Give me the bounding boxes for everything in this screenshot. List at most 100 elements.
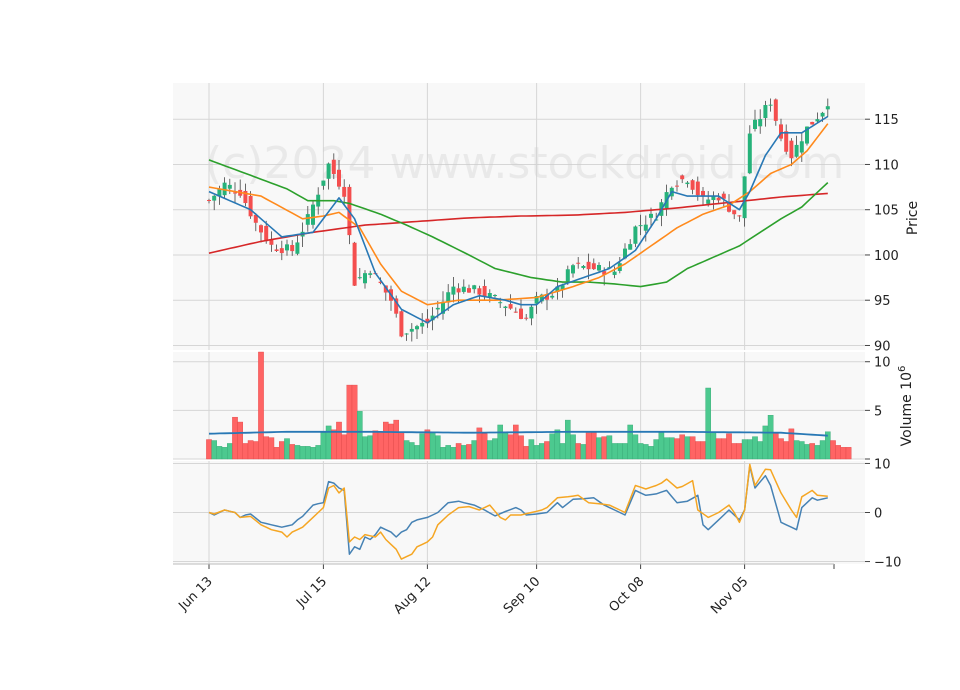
volume-bar <box>606 435 613 460</box>
candle-body <box>747 133 752 174</box>
indicator-lines <box>208 115 829 560</box>
volume-bar <box>736 443 743 460</box>
candle-body <box>773 99 778 121</box>
candle-body <box>233 192 237 194</box>
candle-body <box>597 265 601 271</box>
volume-bar <box>778 438 784 460</box>
candle-body <box>649 213 653 218</box>
y-tick-label: −10 <box>874 556 901 571</box>
volume-bar <box>211 440 218 460</box>
volume-bar <box>601 436 607 460</box>
volume-bar <box>622 443 628 460</box>
volume-bar <box>611 443 618 460</box>
volume-bar <box>585 431 592 460</box>
candle-body <box>415 326 419 330</box>
candle-body <box>472 285 477 290</box>
volume-bar <box>773 432 779 460</box>
candle-body <box>690 180 695 190</box>
candle-body <box>612 271 617 275</box>
volume-bar <box>226 443 233 460</box>
volume-bar <box>549 433 555 460</box>
volume-bar <box>819 440 826 460</box>
candle-body <box>565 269 570 282</box>
candle-body <box>404 333 409 335</box>
candle-body <box>217 188 222 197</box>
volume-bar <box>643 444 649 460</box>
y-tick-label: 5 <box>874 404 882 419</box>
volume-bar <box>721 438 727 460</box>
volume-bar <box>762 425 769 460</box>
candle-body <box>321 180 326 186</box>
volume-bar <box>658 432 665 460</box>
volume-bar <box>627 424 633 460</box>
volume-bar <box>663 437 670 460</box>
candle-body <box>742 176 747 219</box>
candle-body <box>212 195 217 201</box>
candle-body <box>763 105 768 119</box>
candle-body <box>633 226 638 244</box>
volume-bar <box>299 446 306 460</box>
volume-bar <box>315 445 322 460</box>
candle-body <box>768 104 773 106</box>
candle-body <box>264 225 269 242</box>
candle-body <box>425 318 430 324</box>
volume-bar <box>596 437 602 460</box>
candle-body <box>758 119 763 127</box>
volume-bar <box>705 387 711 460</box>
volume-bar <box>383 421 389 460</box>
volume-bar <box>523 446 529 460</box>
volume-bar <box>279 441 285 460</box>
candle-body <box>269 239 274 245</box>
candle-body <box>456 288 461 293</box>
volume-bar <box>367 435 374 460</box>
volume-bar <box>440 447 446 460</box>
candle-body <box>399 311 404 337</box>
volume-bar <box>710 432 717 460</box>
candle-body <box>555 286 560 292</box>
candle-body <box>285 244 289 251</box>
candle-body <box>227 184 232 189</box>
volume-bar <box>565 419 571 460</box>
volume-bar <box>273 447 280 460</box>
volume-bar <box>684 436 691 460</box>
volume-bar <box>289 444 296 460</box>
volume-bar <box>497 424 504 460</box>
volume-bar <box>783 441 789 460</box>
volume-bar <box>377 431 384 460</box>
volume-bar <box>674 438 680 460</box>
candle-body <box>545 295 549 300</box>
volume-bar <box>757 441 763 460</box>
candle-body <box>799 141 804 153</box>
volume-bar <box>362 436 368 460</box>
volume-bar <box>830 440 836 460</box>
volume-bar <box>357 411 363 460</box>
volume-bar <box>232 416 238 460</box>
volume-bar <box>461 445 467 460</box>
candle-body <box>394 298 399 314</box>
candle-body <box>529 306 534 319</box>
candle-body <box>623 248 627 259</box>
volume-bar <box>393 419 400 460</box>
volume-bar <box>539 443 545 460</box>
candle-body <box>706 199 711 204</box>
volume-bar <box>554 429 561 460</box>
volume-bar <box>336 421 342 460</box>
volume-bar <box>804 444 810 460</box>
volume-bar <box>741 439 748 460</box>
volume-bar <box>653 439 659 460</box>
volume-bar <box>414 445 420 460</box>
ma-mid-line <box>208 123 829 306</box>
candle-body <box>352 242 357 286</box>
volume-bar <box>793 440 800 460</box>
volume-bar <box>471 440 478 460</box>
volume-bar <box>429 431 436 460</box>
candle-body <box>513 311 518 313</box>
candle-body <box>337 169 341 187</box>
candle-body <box>721 193 726 199</box>
volume-bar <box>845 447 852 460</box>
volume-bar <box>799 441 805 460</box>
candle-body <box>357 277 362 279</box>
volume-bar <box>320 432 327 460</box>
volume-bar <box>237 421 244 460</box>
